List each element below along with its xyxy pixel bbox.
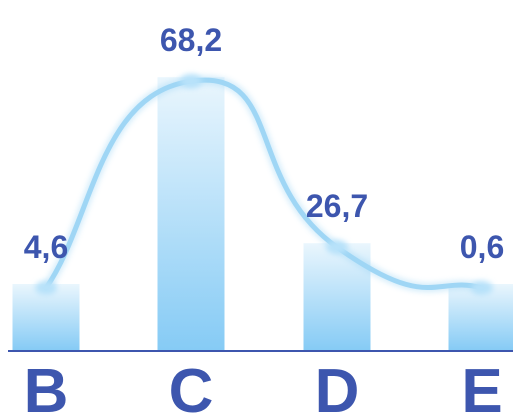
value-label-B: 4,6 xyxy=(24,229,68,265)
marker-C xyxy=(180,74,202,89)
category-label-D: D xyxy=(315,357,360,419)
marker-D xyxy=(326,240,348,255)
value-label-D: 26,7 xyxy=(306,188,368,224)
trend-line-layer xyxy=(42,75,485,293)
category-labels-layer: B C D E xyxy=(24,357,503,419)
trend-line xyxy=(43,77,485,291)
marker-E xyxy=(471,281,493,295)
markers-layer xyxy=(35,74,493,295)
trend-line-glow xyxy=(42,75,484,293)
category-label-B: B xyxy=(24,357,69,419)
bars-layer xyxy=(12,77,513,350)
value-label-C: 68,2 xyxy=(160,22,222,58)
bar-C xyxy=(157,77,225,350)
category-label-C: C xyxy=(169,357,214,419)
marker-B xyxy=(35,281,57,295)
value-labels-layer: 4,6 68,2 26,7 0,6 xyxy=(24,22,504,265)
bar-E xyxy=(448,284,513,350)
value-label-E: 0,6 xyxy=(460,229,504,265)
category-label-E: E xyxy=(461,357,502,419)
